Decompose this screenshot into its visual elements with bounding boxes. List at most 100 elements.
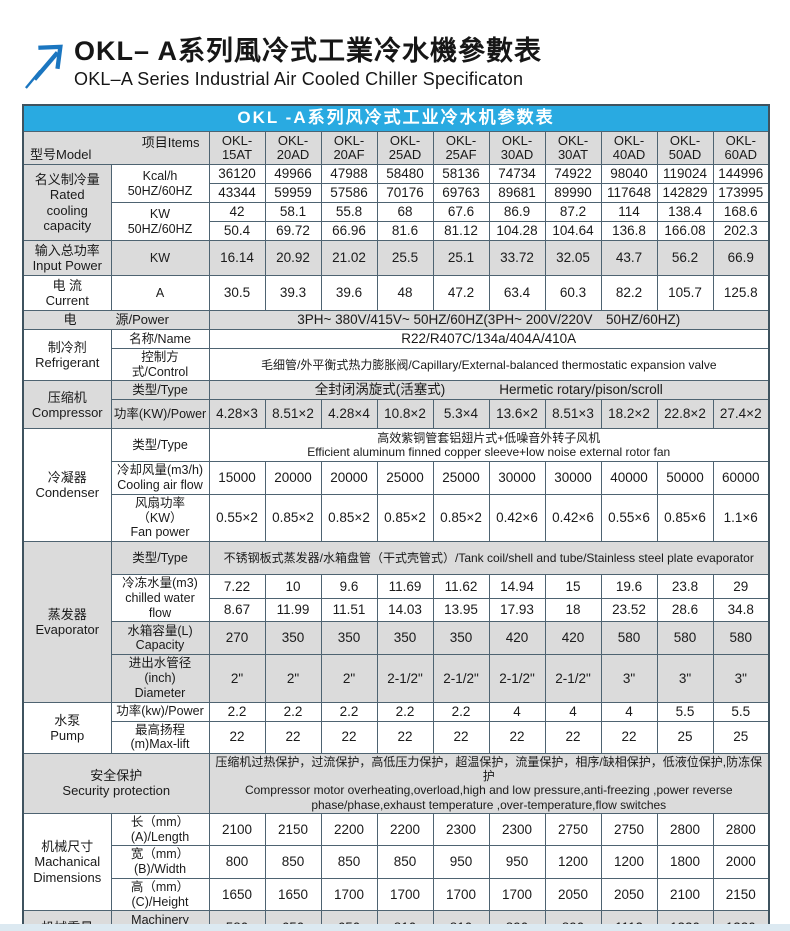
- section-label-compressor: 压缩机 Compressor: [22, 380, 112, 430]
- row-label-airflow: 冷却风量(m3/h) Cooling air flow: [110, 461, 210, 495]
- table-cell: 580: [712, 621, 770, 656]
- section-label-evaporator: 蒸发器 Evaporator: [22, 541, 112, 703]
- table-row: KW 50HZ/60HZ 42 58.1 55.8 68 67.6 86.9 87.2 114…: [23, 202, 770, 242]
- row-label-fan-power: 风扇功率（KW） Fan power: [110, 493, 210, 543]
- table-cell: 60.3: [544, 275, 602, 312]
- table-cell: 8.51×2: [264, 399, 322, 430]
- table-cell: 4.28×3: [208, 399, 266, 430]
- table-cell: 17.93: [488, 597, 546, 623]
- table-cell: 800: [208, 845, 266, 879]
- table-cell: 5.5: [656, 701, 714, 722]
- table-cell: 58480: [376, 164, 434, 185]
- row-label-width: 宽（mm）(B)/Width: [110, 845, 210, 879]
- table-cell: 25.1: [432, 240, 490, 277]
- table-row: 电 源/Power 3PH~ 380V/415V~ 50HZ/60HZ(3PH~…: [22, 310, 770, 331]
- row-label-refrigerant-name: 名称/Name: [110, 329, 210, 349]
- table-cell: 39.3: [264, 275, 322, 312]
- table-cell: 850: [264, 845, 322, 879]
- table-cell: 2-1/2": [376, 654, 434, 703]
- table-cell: 136.8: [600, 221, 658, 242]
- table-cell: 1700: [488, 877, 546, 912]
- table-cell: 47.2: [432, 275, 490, 312]
- table-cell: 1650: [264, 877, 322, 912]
- table-row: 电 流 Current A 30.5 39.3 39.6 48 47.2 63.4 60.3…: [22, 275, 770, 312]
- section-label-condenser: 冷凝器 Condenser: [22, 428, 112, 543]
- table-row: 水泵 Pump 功率(kw)/Power 2.2 2.2 2.2 2.2 2.2 4 4 4 5…: [22, 701, 770, 755]
- table-cell: 18: [544, 597, 602, 623]
- table-cell: 2.2: [320, 701, 378, 722]
- column-header: OKL-20AF: [320, 130, 378, 166]
- table-row: 输入总功率 Input Power KW 16.14 20.92 21.02 25.5…: [22, 240, 770, 277]
- table-cell: 22.8×2: [656, 399, 714, 430]
- table-cell: 0.85×2: [320, 493, 378, 543]
- security-protection-value: 压缩机过热保护，过流保护，高低压力保护，超温保护，流量保护，相序/缺相保护，低液…: [208, 753, 770, 814]
- table-cell: 2300: [488, 812, 546, 847]
- table-cell: 142829: [656, 183, 714, 204]
- table-row: 功率(KW)/Power 4.28×3 8.51×2 4.28×4 10.8×2 5.3…: [23, 399, 770, 430]
- table-cell: 3": [600, 654, 658, 703]
- table-cell: 2200: [376, 812, 434, 847]
- table-cell: 56.2: [656, 240, 714, 277]
- table-cell: 39.6: [320, 275, 378, 312]
- bottom-strip: [0, 924, 790, 931]
- evaporator-type-value: 不锈钢板式蒸发器/水箱盘管（干式壳管式）/Tank coil/shell and…: [208, 541, 770, 576]
- table-cell: 202.3: [712, 221, 770, 242]
- section-label-dimensions: 机械尺寸 Machanical Dimensions: [22, 812, 112, 912]
- refrigerant-name-value: R22/R407C/134a/404A/410A: [208, 329, 770, 349]
- table-cell: 98040: [600, 164, 658, 185]
- column-header: OKL-40AD: [600, 130, 658, 166]
- column-header: OKL-15AT: [208, 130, 266, 166]
- column-header: OKL-50AD: [656, 130, 714, 166]
- table-cell: 2.2: [208, 701, 266, 722]
- row-label-current-unit: A: [110, 275, 210, 312]
- table-cell: 21.02: [320, 240, 378, 277]
- table-cell: 25: [712, 720, 770, 755]
- table-cell: 20.92: [264, 240, 322, 277]
- table-cell: 0.42×6: [544, 493, 602, 543]
- table-cell: 22: [488, 720, 546, 755]
- section-label-input-power: 输入总功率 Input Power: [22, 240, 112, 277]
- table-cell: 50000: [656, 461, 714, 495]
- section-label-refrigerant: 制冷剂 Refrigerant: [22, 329, 112, 382]
- table-cell: 58.1: [264, 202, 322, 223]
- table-cell: 13.95: [432, 597, 490, 623]
- table-cell: 22: [544, 720, 602, 755]
- table-cell: 22: [320, 720, 378, 755]
- power-supply-value: 3PH~ 380V/415V~ 50HZ/60HZ(3PH~ 200V/220V…: [208, 310, 770, 331]
- table-cell: 270: [208, 621, 266, 656]
- table-cell: 89681: [488, 183, 546, 204]
- masthead: OKL– A系列風冷式工業冷水機參數表 OKL–A Series Industr…: [24, 36, 790, 90]
- table-cell: 2150: [264, 812, 322, 847]
- table-cell: 2100: [208, 812, 266, 847]
- row-label-power-supply: 电 源/Power: [22, 310, 210, 331]
- table-cell: 950: [432, 845, 490, 879]
- table-cell: 119024: [656, 164, 714, 185]
- table-row: 进出水管径(inch) Diameter 2" 2" 2" 2-1/2" 2-1/2" 2…: [23, 654, 770, 703]
- table-cell: 950: [488, 845, 546, 879]
- table-cell: 48: [376, 275, 434, 312]
- spec-table: OKL -A系列风冷式工业冷水机参数表 项目Items 型号Model OKL-…: [22, 104, 770, 931]
- column-header: OKL-30AT: [544, 130, 602, 166]
- section-label-pump: 水泵 Pump: [22, 701, 112, 755]
- table-cell: 104.64: [544, 221, 602, 242]
- table-cell: 22: [376, 720, 434, 755]
- table-row: 最高扬程(m)Max-lift 22 22 22 22 22 22 22 22 25 25: [23, 720, 770, 755]
- table-cell: 0.85×2: [432, 493, 490, 543]
- table-title: OKL -A系列风冷式工业冷水机参数表: [22, 104, 770, 132]
- page-title-zh: OKL– A系列風冷式工業冷水機參數表: [74, 36, 543, 66]
- table-cell: 2200: [320, 812, 378, 847]
- table-cell: 0.55×6: [600, 493, 658, 543]
- table-cell: 2800: [712, 812, 770, 847]
- table-row: 冷却风量(m3/h) Cooling air flow 15000 20000 20…: [23, 461, 770, 495]
- row-label-max-lift: 最高扬程(m)Max-lift: [110, 720, 210, 755]
- table-cell: 22: [208, 720, 266, 755]
- table-cell: 87.2: [544, 202, 602, 223]
- row-label-refrigerant-control: 控制方式/Control: [110, 347, 210, 382]
- section-label-current: 电 流 Current: [22, 275, 112, 312]
- row-label-tank-capacity: 水箱容量(L) Capacity: [110, 621, 210, 656]
- table-cell: 350: [264, 621, 322, 656]
- column-header: OKL-20AD: [264, 130, 322, 166]
- table-cell: 144996: [712, 164, 770, 185]
- table-cell: 32.05: [544, 240, 602, 277]
- table-cell: 1800: [656, 845, 714, 879]
